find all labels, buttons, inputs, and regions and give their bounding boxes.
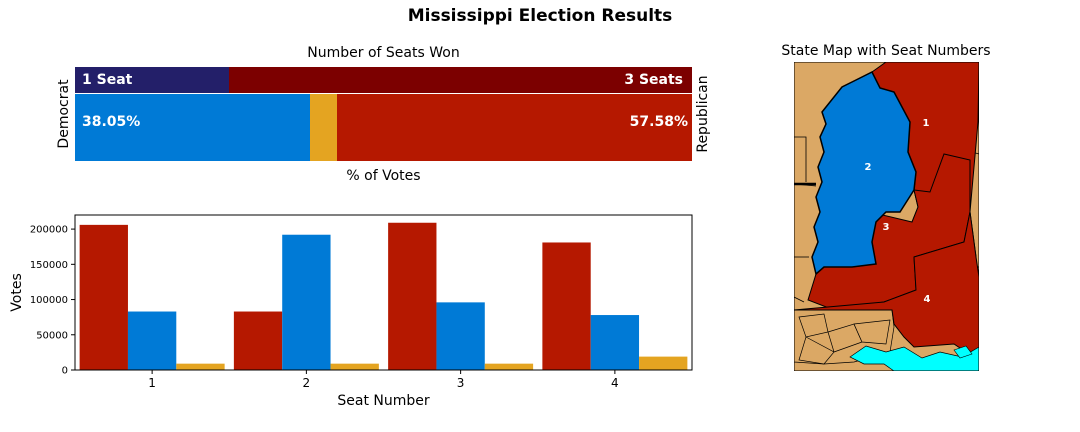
seats-chart-title: Number of Seats Won: [307, 45, 460, 61]
bar-seat-4-series-3: [639, 356, 688, 370]
bar-seat-3-series-1: [388, 222, 437, 370]
democrat-axis-label: Democrat: [56, 79, 72, 149]
bar-seat-3-series-3: [484, 363, 534, 370]
y-tick-label: 0: [62, 366, 68, 377]
y-tick-label: 200000: [30, 225, 68, 236]
lake: [953, 345, 973, 359]
votes-by-seat-chart: 1 2 3 4 0 50000 100000 150000 200000 Seat Number V…: [9, 214, 693, 409]
seat-segment-republican: 3 Seats: [229, 67, 692, 93]
y-tick-label: 50000: [36, 330, 68, 341]
seat-label-democrat: 1 Seat: [82, 72, 133, 88]
seats-divider: [75, 93, 692, 94]
seat-label-republican: 3 Seats: [624, 72, 683, 88]
bar-seat-1-series-2: [127, 311, 177, 370]
district-label-3: 3: [883, 222, 890, 233]
map-title: State Map with Seat Numbers: [781, 43, 991, 59]
bar-seat-2-series-1: [233, 311, 283, 370]
bar-seat-3-series-2: [436, 302, 485, 370]
y-tick-label: 100000: [30, 295, 68, 306]
y-tick-label: 150000: [30, 260, 68, 271]
vote-segment-democrat: 38.05%: [75, 94, 310, 161]
bar-seat-4-series-2: [590, 315, 640, 370]
bar-seat-4-series-1: [542, 242, 591, 370]
page-title: Mississippi Election Results: [407, 6, 673, 26]
seats-chart: 1 Seat 3 Seats 38.05% 57.58%: [75, 67, 692, 161]
x-tick-label: 3: [457, 376, 465, 390]
bar-seat-1-series-1: [79, 224, 128, 370]
seats-row: 1 Seat 3 Seats: [75, 67, 692, 93]
seat-segment-democrat: 1 Seat: [75, 67, 230, 93]
y-axis-label: Votes: [9, 273, 25, 311]
state-map: 1 2 3 4: [794, 62, 979, 371]
vote-segment-republican: 57.58%: [336, 94, 692, 161]
bar-seat-2-series-3: [330, 363, 379, 370]
bar-seat-1-series-3: [176, 363, 225, 370]
vote-segment-other: [309, 94, 337, 161]
votes-percent-xlabel: % of Votes: [346, 168, 421, 184]
district-label-1: 1: [923, 118, 930, 129]
vote-share-row: 38.05% 57.58%: [75, 94, 692, 161]
x-tick-label: 1: [148, 376, 156, 390]
bar-seat-2-series-2: [282, 234, 331, 370]
vote-label-democrat: 38.05%: [82, 114, 141, 130]
x-tick-label: 2: [303, 376, 311, 390]
x-axis-label: Seat Number: [337, 393, 430, 409]
district-4: [794, 211, 979, 353]
district-2: [811, 70, 917, 276]
district-label-4: 4: [924, 294, 931, 305]
district-label-2: 2: [865, 162, 872, 173]
x-tick-label: 4: [611, 376, 619, 390]
republican-axis-label: Republican: [695, 75, 711, 153]
plot-frame: [74, 214, 693, 371]
vote-label-republican: 57.58%: [629, 114, 688, 130]
